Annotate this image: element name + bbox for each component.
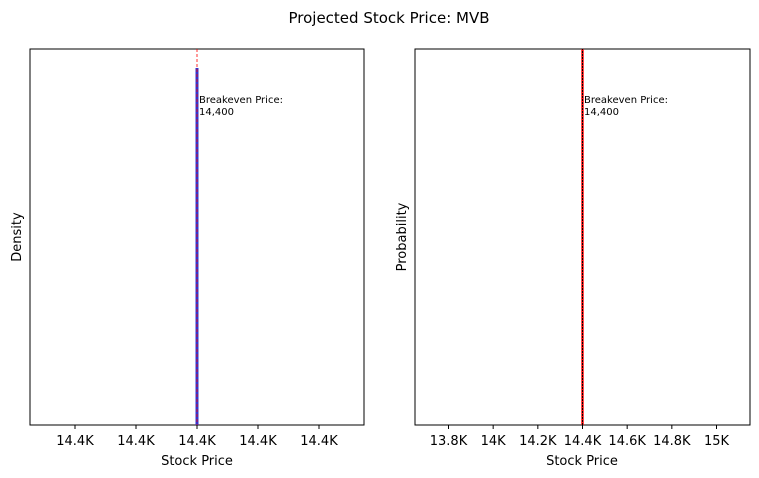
left-breakeven-value: 14,400 [199, 107, 234, 118]
right-x-tick-label: 15K [704, 434, 730, 449]
right-x-tick-label: 14K [481, 434, 507, 449]
left-breakeven-label: Breakeven Price: [199, 95, 283, 106]
left-x-tick-label: 14.4K [239, 434, 277, 449]
right-x-tick-label: 13.8K [430, 434, 468, 449]
left-panel: 14.4K 14.4K 14.4K 14.4K 14.4K Stock Price De… [10, 48, 365, 469]
right-x-tick-label: 14.2K [519, 434, 557, 449]
right-breakeven-label: Breakeven Price: [584, 95, 668, 106]
right-x-tick-label: 14.8K [653, 434, 691, 449]
right-x-axis-label: Stock Price [546, 454, 618, 469]
left-x-tick-label: 14.4K [56, 434, 94, 449]
right-y-axis-label: Probability [395, 202, 410, 271]
right-x-tick-label: 14.6K [608, 434, 646, 449]
left-x-ticks: 14.4K 14.4K 14.4K 14.4K 14.4K [56, 425, 338, 449]
left-x-tick-label: 14.4K [300, 434, 338, 449]
right-breakeven-value: 14,400 [584, 107, 619, 118]
right-panel: 13.8K 14K 14.2K 14.4K 14.6K 14.8K 15K Stock Pr… [395, 48, 751, 469]
left-x-axis-label: Stock Price [161, 454, 233, 469]
right-x-ticks: 13.8K 14K 14.2K 14.4K 14.6K 14.8K 15K [430, 425, 730, 449]
figure-title: Projected Stock Price: MVB [288, 9, 489, 27]
left-marks [195, 49, 199, 425]
left-y-axis-label: Density [10, 212, 25, 262]
right-x-tick-label: 14.4K [564, 434, 602, 449]
left-x-tick-label: 14.4K [117, 434, 155, 449]
left-x-tick-label: 14.4K [178, 434, 216, 449]
